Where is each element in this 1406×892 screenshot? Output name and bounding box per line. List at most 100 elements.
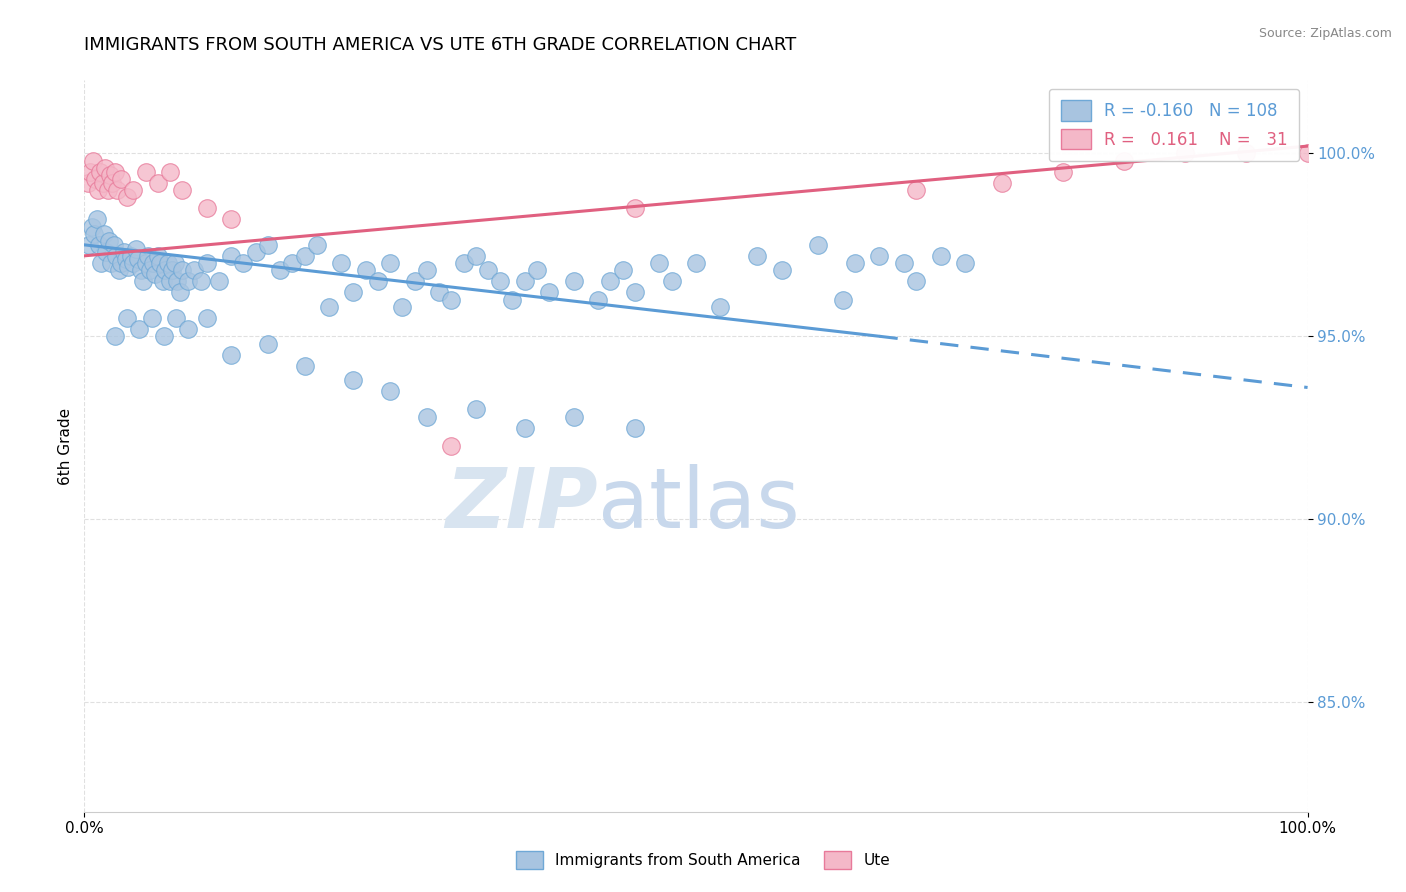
- Point: [404, 275, 426, 289]
- Point: [354, 263, 377, 277]
- Point: [427, 285, 450, 300]
- Point: [122, 183, 145, 197]
- Text: ZIP: ZIP: [446, 464, 598, 545]
- Point: [453, 256, 475, 270]
- Point: [526, 263, 548, 277]
- Point: [477, 263, 499, 277]
- Point: [90, 256, 112, 270]
- Point: [177, 275, 200, 289]
- Point: [169, 285, 191, 300]
- Point: [115, 311, 138, 326]
- Point: [831, 293, 853, 307]
- Text: IMMIGRANTS FROM SOUTH AMERICA VS UTE 6TH GRADE CORRELATION CHART: IMMIGRANTS FROM SOUTH AMERICA VS UTE 6TH…: [84, 36, 797, 54]
- Point: [770, 263, 793, 277]
- Point: [84, 172, 107, 186]
- Point: [107, 263, 129, 277]
- Point: [612, 263, 634, 277]
- Point: [709, 300, 731, 314]
- Point: [844, 256, 866, 270]
- Point: [105, 249, 128, 263]
- Point: [87, 238, 110, 252]
- Point: [135, 256, 157, 270]
- Point: [624, 421, 647, 435]
- Point: [416, 263, 439, 277]
- Point: [105, 183, 128, 197]
- Point: [380, 384, 402, 399]
- Point: [110, 256, 132, 270]
- Point: [342, 285, 364, 300]
- Point: [103, 238, 125, 252]
- Point: [152, 275, 174, 289]
- Point: [1234, 146, 1257, 161]
- Point: [599, 275, 621, 289]
- Point: [83, 227, 105, 241]
- Point: [93, 227, 115, 241]
- Point: [257, 336, 280, 351]
- Point: [190, 275, 212, 289]
- Point: [513, 275, 536, 289]
- Point: [685, 256, 707, 270]
- Point: [464, 249, 486, 263]
- Text: atlas: atlas: [598, 464, 800, 545]
- Point: [1114, 153, 1136, 168]
- Point: [172, 263, 194, 277]
- Point: [562, 275, 585, 289]
- Point: [929, 249, 952, 263]
- Point: [136, 249, 159, 263]
- Point: [146, 176, 169, 190]
- Point: [648, 256, 671, 270]
- Point: [219, 249, 242, 263]
- Point: [281, 256, 304, 270]
- Y-axis label: 6th Grade: 6th Grade: [58, 408, 73, 484]
- Point: [77, 238, 100, 252]
- Point: [94, 161, 117, 175]
- Point: [245, 245, 267, 260]
- Point: [269, 263, 291, 277]
- Point: [96, 245, 118, 260]
- Point: [86, 212, 108, 227]
- Point: [195, 311, 218, 326]
- Point: [149, 256, 172, 270]
- Point: [132, 275, 155, 289]
- Point: [135, 164, 157, 178]
- Point: [905, 183, 928, 197]
- Point: [380, 256, 402, 270]
- Point: [172, 183, 194, 197]
- Legend: Immigrants from South America, Ute: Immigrants from South America, Ute: [509, 845, 897, 875]
- Point: [82, 153, 104, 168]
- Point: [79, 164, 101, 178]
- Point: [91, 176, 114, 190]
- Point: [905, 275, 928, 289]
- Point: [953, 256, 976, 270]
- Point: [294, 249, 316, 263]
- Point: [257, 238, 280, 252]
- Point: [146, 249, 169, 263]
- Point: [391, 300, 413, 314]
- Point: [367, 275, 389, 289]
- Point: [513, 421, 536, 435]
- Point: [159, 275, 181, 289]
- Text: Source: ZipAtlas.com: Source: ZipAtlas.com: [1258, 27, 1392, 40]
- Point: [1174, 146, 1197, 161]
- Point: [122, 256, 145, 270]
- Point: [661, 275, 683, 289]
- Point: [97, 234, 120, 248]
- Point: [195, 256, 218, 270]
- Point: [139, 263, 162, 277]
- Point: [489, 275, 512, 289]
- Point: [101, 176, 124, 190]
- Point: [89, 164, 111, 178]
- Point: [177, 322, 200, 336]
- Point: [143, 267, 166, 281]
- Point: [232, 256, 254, 270]
- Point: [747, 249, 769, 263]
- Point: [991, 176, 1014, 190]
- Point: [807, 238, 830, 252]
- Point: [294, 359, 316, 373]
- Point: [342, 373, 364, 387]
- Point: [195, 202, 218, 216]
- Point: [104, 164, 127, 178]
- Point: [97, 183, 120, 197]
- Point: [464, 402, 486, 417]
- Point: [1052, 164, 1074, 178]
